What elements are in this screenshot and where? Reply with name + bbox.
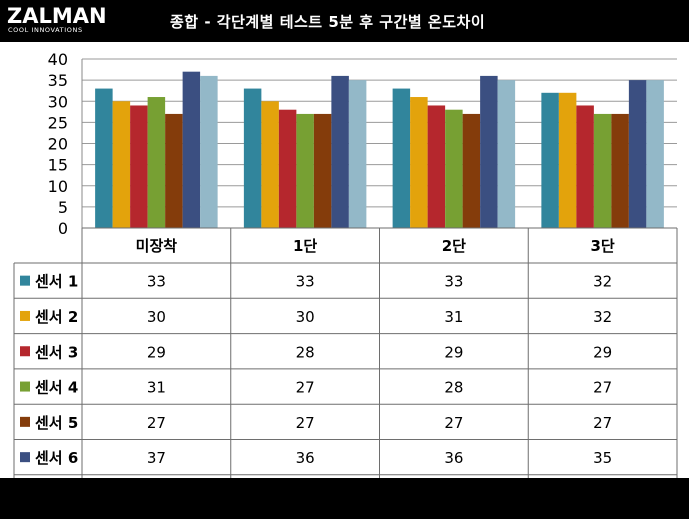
table-value: 32 (593, 273, 612, 291)
bar (427, 105, 446, 228)
legend-swatch (20, 452, 30, 463)
legend-swatch (20, 416, 30, 427)
bar (147, 97, 166, 229)
table-value: 32 (593, 308, 612, 326)
category-label: 2단 (442, 237, 466, 255)
category-label: 미장착 (136, 237, 178, 255)
bar (182, 71, 201, 228)
table-value: 27 (296, 414, 315, 432)
table-value: 37 (147, 449, 166, 467)
table-value: 27 (147, 414, 166, 432)
y-tick-label: 30 (48, 92, 68, 111)
y-tick-label: 5 (58, 198, 68, 217)
bar (576, 105, 594, 228)
bar (313, 113, 332, 228)
series-label: 센서 3 (35, 343, 78, 361)
category-label: 1단 (293, 237, 317, 255)
chart-title: 종합 - 각단계별 테스트 5분 후 구간별 온도차이 (170, 13, 486, 31)
table-value: 27 (593, 379, 612, 397)
series-label: 센서 2 (35, 308, 78, 326)
bar (112, 101, 131, 228)
table-value: 33 (147, 273, 166, 291)
table-value: 36 (296, 449, 315, 467)
y-tick-label: 20 (48, 135, 68, 154)
bar (165, 113, 183, 228)
legend-swatch (20, 275, 30, 286)
bar (611, 113, 629, 228)
bar (243, 88, 262, 228)
legend-swatch (20, 381, 30, 392)
bar (628, 80, 647, 228)
footer-bar (0, 478, 689, 519)
series-label: 센서 5 (35, 414, 78, 432)
bar (410, 97, 428, 229)
bar (646, 80, 664, 228)
y-tick-label: 35 (48, 71, 68, 90)
table-value: 31 (147, 379, 166, 397)
bar (278, 109, 297, 228)
bar (541, 92, 559, 228)
bar (462, 113, 481, 228)
y-tick-label: 40 (48, 50, 68, 69)
table-value: 27 (444, 414, 463, 432)
bar (95, 88, 113, 228)
bar (558, 92, 577, 228)
bar (200, 75, 218, 229)
bar (261, 101, 279, 228)
table-value: 36 (444, 449, 463, 467)
table-value: 27 (593, 414, 612, 432)
table-value: 28 (444, 379, 463, 397)
bar (445, 109, 463, 228)
table-value: 33 (444, 273, 463, 291)
bar (497, 80, 516, 228)
table-value: 33 (296, 273, 315, 291)
bar (348, 80, 367, 228)
y-tick-label: 25 (48, 113, 68, 132)
table-value: 30 (147, 308, 166, 326)
brand-tagline: COOL INNOVATIONS (8, 26, 83, 34)
table-value: 27 (296, 379, 315, 397)
table-value: 35 (593, 449, 612, 467)
table-value: 29 (593, 343, 612, 361)
bar (331, 75, 349, 229)
series-label: 센서 1 (35, 273, 78, 291)
table-value: 29 (147, 343, 166, 361)
table-value: 29 (444, 343, 463, 361)
bar (392, 88, 411, 228)
y-tick-label: 15 (48, 156, 68, 175)
bar (296, 113, 314, 228)
table-value: 30 (296, 308, 315, 326)
legend-swatch (20, 310, 30, 321)
legend-swatch (20, 346, 30, 357)
table-value: 31 (444, 308, 463, 326)
bar (593, 113, 612, 228)
header-bar: ZALMAN COOL INNOVATIONS 종합 - 각단계별 테스트 5분… (0, 0, 689, 42)
bar (130, 105, 148, 228)
series-label: 센서 6 (35, 449, 78, 467)
y-tick-label: 0 (58, 219, 68, 238)
y-tick-label: 10 (48, 177, 68, 196)
table-value: 28 (296, 343, 315, 361)
series-label: 센서 4 (35, 379, 78, 397)
category-label: 3단 (591, 237, 615, 255)
brand-logo: ZALMAN (7, 4, 107, 28)
bar (480, 75, 498, 229)
